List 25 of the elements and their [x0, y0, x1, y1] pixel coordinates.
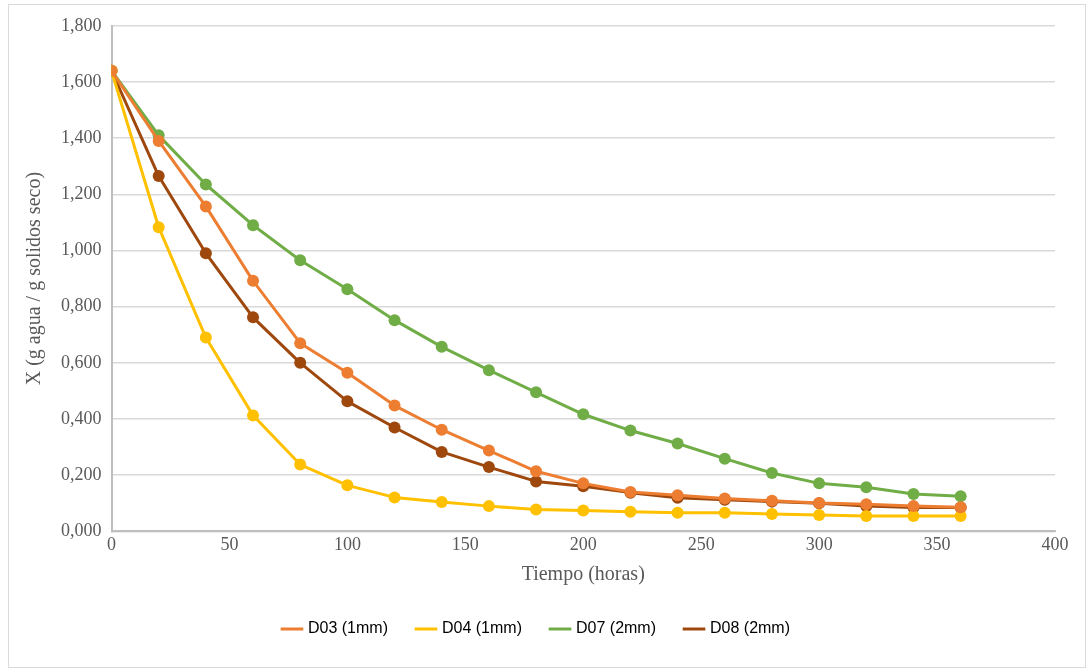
legend-label: D04 (1mm) [441, 619, 523, 637]
x-tick-label: 250 [687, 533, 715, 554]
x-tick-label: 300 [805, 533, 833, 554]
y-tick-label: 0,400 [61, 407, 102, 428]
legend-label: D08 (2mm) [710, 619, 791, 637]
y-tick-label: 1,200 [61, 183, 102, 204]
y-tick-label: 0,800 [61, 295, 102, 316]
y-tick-label: 1,000 [61, 239, 102, 260]
legend-label: D03 (1mm) [307, 619, 388, 637]
x-tick-label: 0 [107, 533, 116, 554]
x-tick-label: 200 [569, 533, 597, 554]
y-tick-label: 1,800 [61, 14, 102, 35]
y-axis-title: X (g agua / g solidos seco) [22, 171, 46, 386]
y-tick-label: 0,200 [61, 463, 102, 484]
x-tick-label: 50 [220, 533, 239, 554]
x-axis-title: Tiempo (horas) [521, 562, 645, 586]
y-tick-label: 0,000 [61, 520, 102, 541]
x-tick-label: 100 [333, 533, 361, 554]
x-tick-label: 350 [923, 533, 951, 554]
x-tick-label: 150 [451, 533, 479, 554]
y-tick-label: 1,600 [61, 70, 102, 91]
y-tick-label: 1,400 [61, 126, 102, 147]
legend-label: D07 (2mm) [576, 619, 657, 637]
y-tick-label: 0,600 [61, 351, 102, 372]
x-tick-label: 400 [1041, 533, 1069, 554]
